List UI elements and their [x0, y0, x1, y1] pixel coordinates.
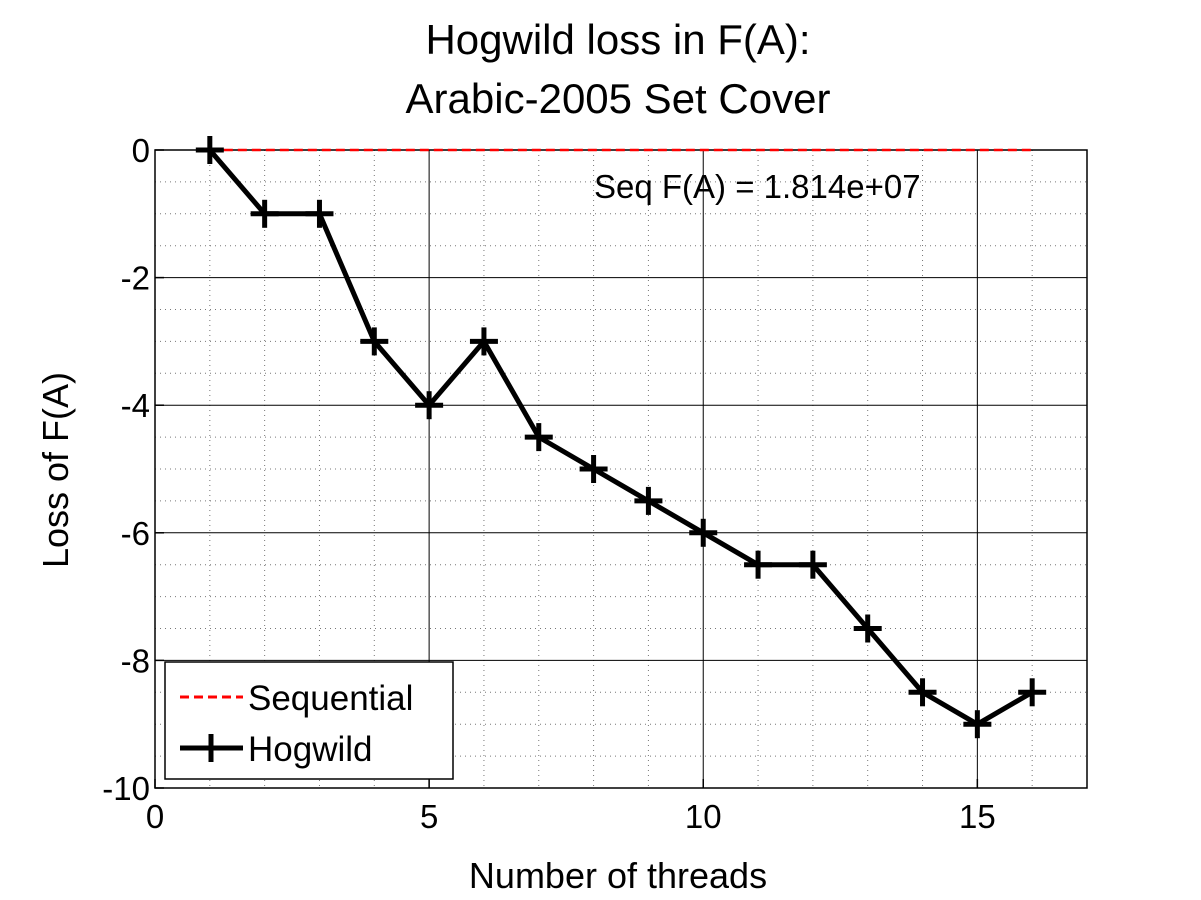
hogwild-marker: [853, 614, 882, 643]
hogwild-marker: [744, 550, 773, 579]
y-tick-label: -4: [121, 387, 150, 424]
chart-title-line-1: Hogwild loss in F(A):: [425, 16, 810, 63]
hogwild-marker: [689, 518, 718, 547]
x-tick-label: 5: [420, 798, 438, 835]
hogwild-marker: [415, 391, 444, 420]
y-tick-label: -2: [121, 260, 150, 297]
x-tick-label: 10: [685, 798, 722, 835]
hogwild-marker: [360, 327, 389, 356]
hogwild-marker: [963, 710, 992, 739]
legend-hogwild-label: Hogwild: [248, 730, 373, 769]
y-tick-label: -6: [121, 515, 150, 552]
x-axis-label: Number of threads: [469, 855, 767, 896]
hogwild-marker: [908, 678, 937, 707]
plot-area: 0 5 10 15 0 -2 -4 -6 -8 -10: [102, 132, 1088, 835]
hogwild-series-line: [207, 148, 1034, 728]
y-tick-label: 0: [132, 132, 150, 169]
y-tick-label: -10: [102, 770, 150, 807]
hogwild-marker: [469, 327, 498, 356]
hogwild-marker: [634, 486, 663, 515]
legend: Sequential Hogwild: [164, 661, 454, 780]
y-axis-label: Loss of F(A): [35, 372, 76, 568]
chart-title-line-2: Arabic-2005 Set Cover: [406, 75, 831, 122]
hogwild-marker: [195, 136, 224, 164]
hogwild-marker: [305, 199, 334, 228]
y-tick-label: -8: [121, 642, 150, 679]
hogwild-marker: [250, 199, 279, 228]
hogwild-marker: [798, 550, 827, 579]
hogwild-marker: [579, 455, 608, 483]
x-tick-label: 0: [146, 798, 164, 835]
hogwild-marker: [524, 423, 553, 452]
hogwild-marker: [1018, 678, 1047, 707]
sequential-value-annotation: Seq F(A) = 1.814e+07: [594, 168, 921, 205]
legend-sequential-label: Sequential: [248, 679, 413, 718]
x-tick-label: 15: [959, 798, 996, 835]
